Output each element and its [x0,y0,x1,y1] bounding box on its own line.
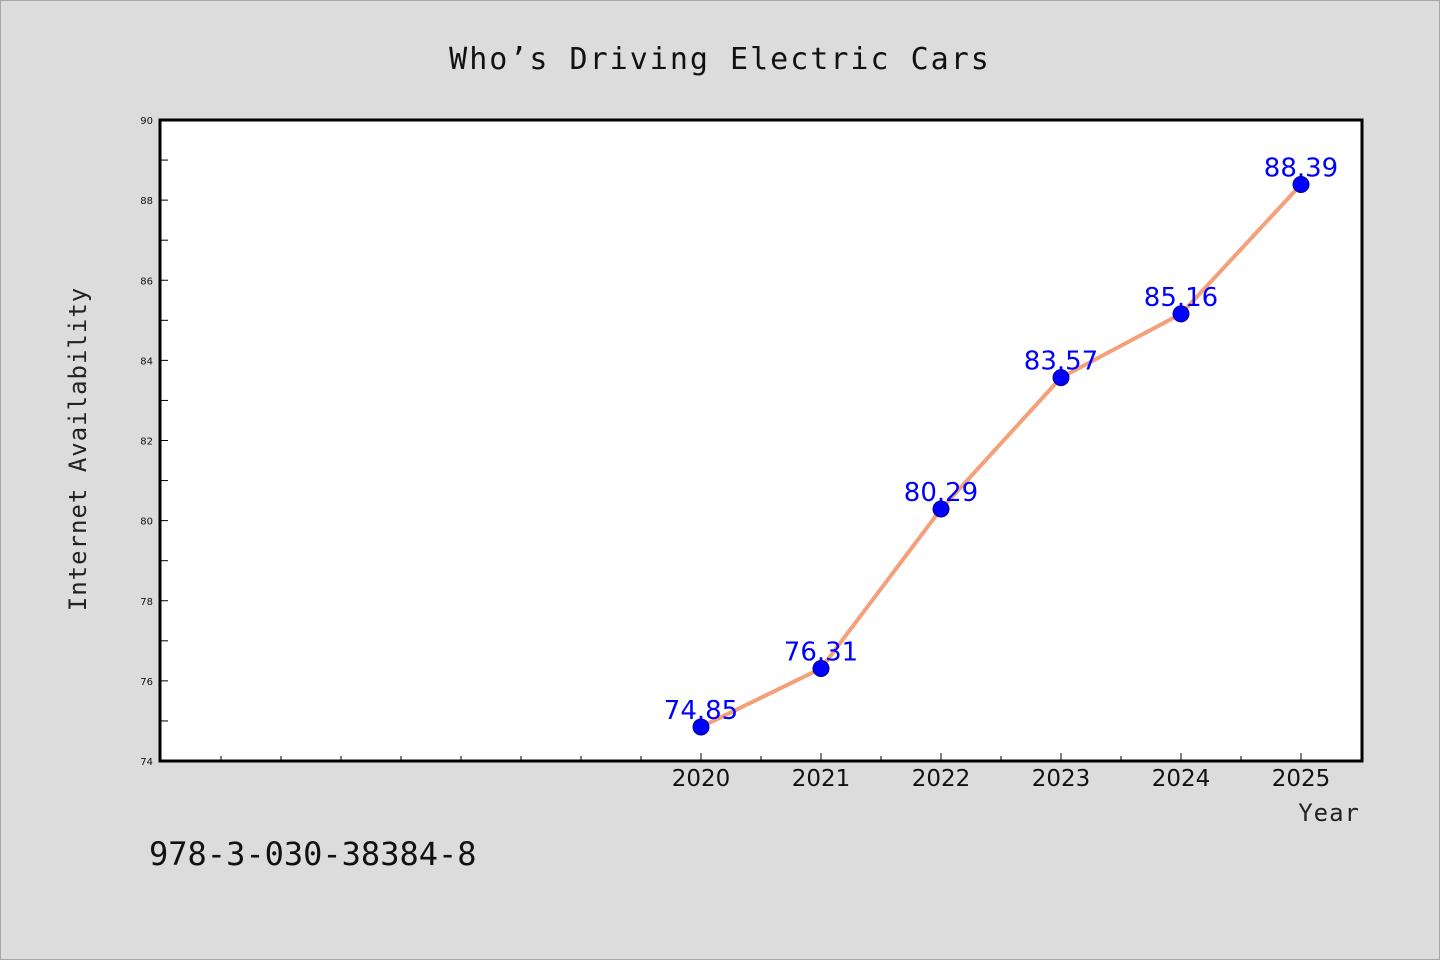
series-layer: 74.85 76.31 80.29 83.57 85.16 88.39 [664,154,1338,736]
data-label: 74.85 [664,696,738,726]
x-tick-label: 2025 [1272,766,1331,792]
y-tick-label: 80 [140,517,153,528]
y-tick-label: 86 [140,276,153,287]
y-tick-label: 82 [140,437,153,448]
y-tick-label: 74 [140,757,153,768]
chart-title: Who’s Driving Electric Cars [449,42,991,77]
data-point [1292,176,1310,194]
y-axis: 74 76 78 80 82 84 86 88 90 [140,116,168,768]
y-tick-label: 78 [140,597,153,608]
data-point [812,659,830,677]
plot-area [158,118,1364,763]
series-line [700,183,1303,729]
y-tick-label: 90 [140,116,153,127]
data-label: 83.57 [1024,347,1098,377]
data-label: 80.29 [904,478,978,508]
y-axis-label: Internet Availability [64,287,92,611]
data-label: 88.39 [1264,154,1338,184]
x-axis: 2020 2021 2022 2023 2024 2025 [220,753,1362,792]
data-point [692,718,710,736]
x-tick-label: 2022 [912,766,971,792]
data-point [1052,369,1070,387]
y-tick-label: 76 [140,677,153,688]
x-tick-label: 2021 [792,766,851,792]
x-tick-label: 2023 [1032,766,1091,792]
x-tick-label: 2024 [1152,766,1211,792]
x-axis-label: Year [1298,799,1360,827]
y-tick-label: 88 [140,196,153,207]
data-label: 85.16 [1144,283,1218,313]
data-label: 76.31 [784,637,858,667]
data-point [932,500,950,518]
isbn-footnote: 978-3-030-38384-8 [149,835,477,873]
x-tick-label: 2020 [672,766,731,792]
data-point [1172,305,1190,323]
y-tick-label: 84 [140,356,153,367]
